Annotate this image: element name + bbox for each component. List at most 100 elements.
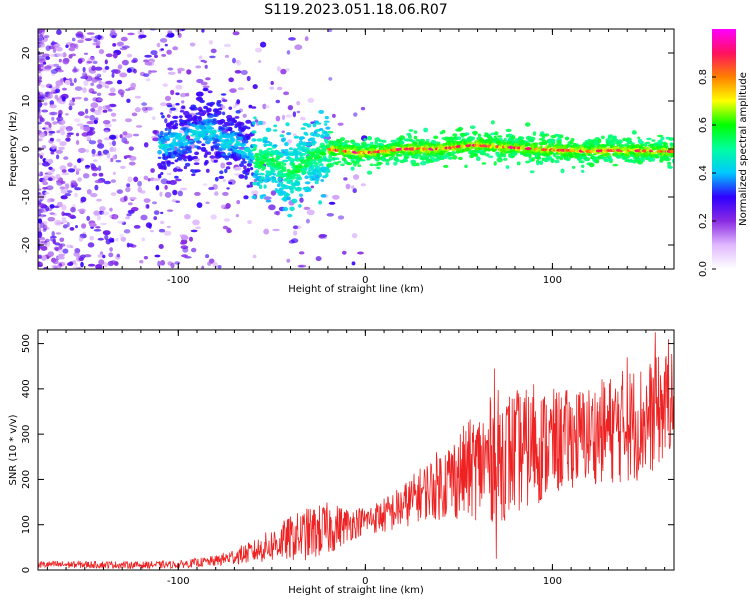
- spectrogram-signal-blob: [236, 99, 241, 105]
- spectrogram-signal-blob: [340, 163, 345, 167]
- spectrogram-noise-blob: [235, 214, 240, 218]
- spectrogram-noise-blob: [246, 75, 251, 82]
- colorbar-tick-label: 0.6: [698, 117, 709, 133]
- spectrogram-signal-blob: [300, 127, 306, 130]
- spectrogram-noise-blob: [104, 234, 109, 241]
- spectrogram-signal-blob: [325, 172, 329, 178]
- spectrogram-noise-blob: [117, 220, 125, 224]
- spectrogram-noise-blob: [38, 137, 44, 142]
- spectrogram-noise-blob: [180, 235, 189, 241]
- spectrogram-noise-blob: [132, 133, 140, 137]
- spectrogram-noise-blob: [150, 50, 158, 56]
- spectrogram-signal-blob: [277, 177, 283, 182]
- spectrogram-signal-blob: [374, 140, 379, 145]
- spectrogram-signal-blob: [556, 140, 562, 145]
- spectrogram-signal-blob: [373, 163, 379, 167]
- spectrogram-noise-blob: [125, 187, 131, 193]
- spectrogram-noise-blob: [139, 260, 144, 264]
- spectrogram-noise-blob: [67, 162, 73, 167]
- spectrogram-noise-blob: [123, 229, 131, 234]
- spectrogram-noise-blob: [68, 47, 76, 52]
- spectrogram-noise-blob: [296, 101, 301, 106]
- spectrogram-signal-blob: [610, 141, 616, 146]
- spectrogram-noise-blob: [176, 79, 183, 83]
- spectrogram-noise-blob: [52, 259, 59, 265]
- spectrogram-noise-blob: [61, 96, 66, 102]
- spectrogram-signal-blob: [435, 141, 441, 145]
- spectrogram-noise-blob: [83, 127, 90, 131]
- y-tick-label: 0: [21, 567, 32, 573]
- spectrogram-signal-blob: [177, 132, 183, 138]
- spectrogram-signal-blob: [399, 153, 403, 157]
- spectrogram-signal-blob: [243, 195, 249, 200]
- spectrogram-noise-blob: [113, 69, 121, 74]
- spectrogram-noise-blob: [307, 97, 315, 103]
- spectrogram-noise-blob: [127, 202, 133, 206]
- spectrogram-noise-blob: [270, 190, 277, 196]
- spectrogram-signal-blob: [246, 126, 251, 130]
- spectrogram-noise-blob: [49, 104, 57, 109]
- spectrogram-signal-blob: [544, 133, 550, 137]
- spectrogram-noise-blob: [286, 50, 291, 55]
- spectrogram-signal-blob: [202, 110, 207, 115]
- spectrogram-noise-blob: [81, 223, 87, 229]
- spectrogram-noise-blob: [56, 138, 61, 143]
- x-tick-label: -100: [167, 576, 190, 587]
- spectrogram-noise-blob: [152, 178, 161, 181]
- spectrogram-signal-blob: [328, 154, 333, 159]
- spectrogram-signal-blob: [218, 107, 223, 111]
- spectrogram-noise-blob: [69, 43, 77, 49]
- spectrogram-signal-blob: [179, 115, 183, 118]
- spectrogram-signal-blob: [622, 137, 627, 142]
- spectrogram-signal-blob: [238, 174, 245, 179]
- spectrogram-signal-blob: [306, 123, 312, 128]
- spectrogram-signal-blob: [612, 163, 619, 167]
- spectrogram-noise-blob: [115, 238, 119, 242]
- spectrogram-signal-blob: [232, 119, 238, 124]
- spectrogram-signal-blob: [216, 103, 222, 107]
- spectrogram-noise-blob: [82, 173, 90, 179]
- spectrogram-noise-blob: [129, 155, 137, 161]
- spectrogram-signal-blob: [616, 154, 622, 159]
- spectrogram-signal-blob: [209, 155, 216, 159]
- spectrogram-signal-blob: [226, 114, 233, 120]
- spectrogram-noise-blob: [158, 228, 166, 233]
- spectrogram-signal-blob: [613, 135, 617, 140]
- spectrogram-signal-blob: [415, 162, 420, 167]
- spectrogram-noise-blob: [242, 113, 247, 118]
- snr-frame: [37, 329, 675, 571]
- spectrogram-noise-blob: [98, 172, 104, 177]
- spectrogram-noise-blob: [39, 132, 46, 138]
- spectrogram-noise-blob: [38, 29, 45, 32]
- spectrogram-signal-blob: [647, 147, 651, 151]
- spectrogram-noise-blob: [60, 191, 68, 194]
- spectrogram-noise-blob: [209, 55, 216, 59]
- spectrogram-noise-blob: [109, 247, 113, 252]
- spectrogram-signal-blob: [413, 141, 418, 145]
- spectrogram-signal-blob: [433, 135, 439, 140]
- spectrogram-noise-blob: [71, 37, 76, 42]
- spectrogram-noise-blob: [104, 59, 108, 65]
- spectrogram-noise-blob: [56, 154, 60, 160]
- spectrogram-signal-blob: [318, 158, 322, 163]
- spectrogram-noise-blob: [143, 198, 151, 204]
- spectrogram-signal-blob: [600, 154, 606, 157]
- spectrogram-signal-blob: [503, 137, 507, 142]
- spectrogram-signal-blob: [604, 158, 609, 162]
- spectrogram-noise-blob: [109, 134, 117, 140]
- spectrogram-noise-blob: [95, 40, 101, 46]
- spectrogram-noise-blob: [98, 259, 105, 266]
- spectrogram-noise-blob: [198, 55, 203, 60]
- spectrogram-signal-blob: [649, 154, 655, 158]
- spectrogram-noise-blob: [223, 218, 231, 222]
- spectrogram-noise-blob: [208, 40, 213, 45]
- spectrogram-signal-blob: [246, 162, 252, 167]
- spectrogram-noise-blob: [83, 52, 89, 55]
- y-tick-label: -20: [21, 237, 32, 253]
- spectrogram-signal-blob: [194, 151, 200, 156]
- spectrogram-noise-blob: [109, 214, 113, 218]
- spectrogram-signal-blob: [311, 177, 318, 181]
- spectrogram-noise-blob: [38, 171, 43, 176]
- spectrogram-noise-blob: [121, 59, 129, 66]
- spectrogram-noise-blob: [337, 122, 344, 126]
